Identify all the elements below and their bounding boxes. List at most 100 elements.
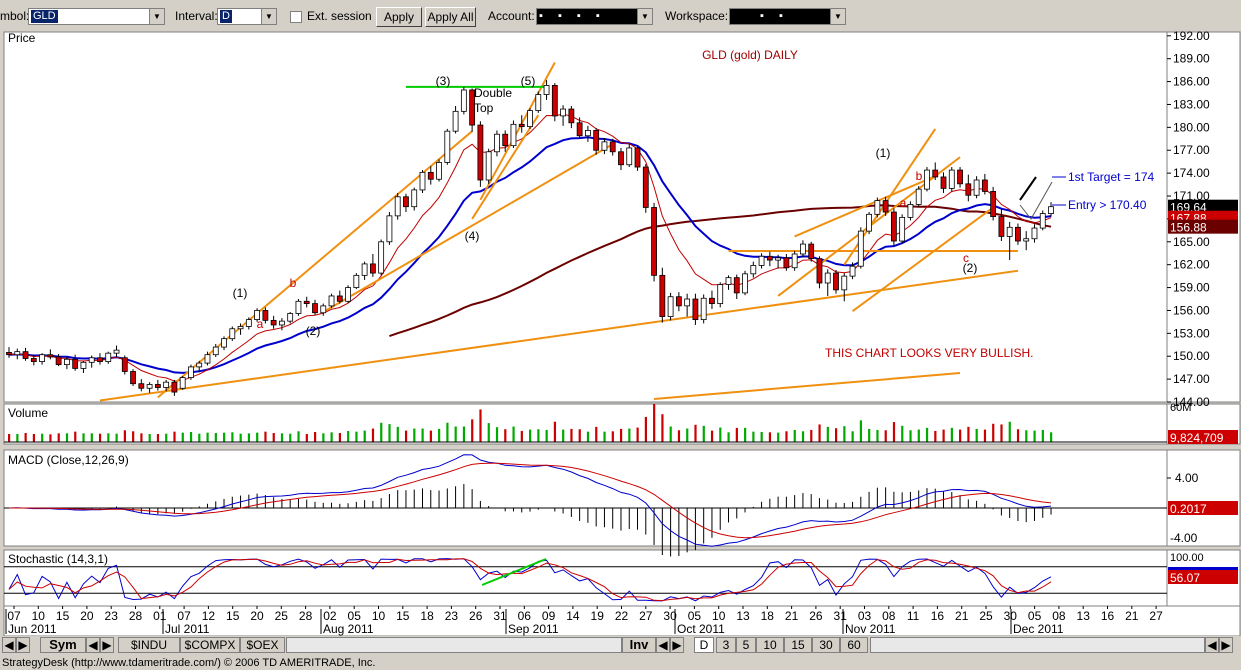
tab-5[interactable]: 5: [736, 637, 756, 653]
volume-bar: [735, 427, 738, 442]
volume-bar: [744, 427, 747, 442]
volume-bar: [570, 428, 573, 442]
account-combo[interactable]: ▪ ▪ ▪ ▪ ▼: [536, 8, 653, 25]
time-tick-label: 01: [153, 609, 167, 623]
tab-indu[interactable]: $INDU: [118, 637, 180, 653]
wave-label-3: (3): [436, 74, 451, 88]
volume-bar: [710, 430, 714, 442]
candle-body: [998, 216, 1005, 237]
candle-body: [336, 295, 343, 302]
ext-session-checkbox[interactable]: [290, 11, 302, 23]
tab-compx[interactable]: $COMPX: [180, 637, 240, 653]
target-label: 1st Target = 174: [1068, 170, 1155, 184]
volume-bar: [512, 426, 515, 442]
apply-button[interactable]: Apply: [376, 7, 422, 27]
tab-scrollbar-right[interactable]: [870, 637, 1205, 653]
volume-tag: 9,824,709: [1170, 431, 1224, 445]
symbol-combo[interactable]: GLD ▼: [28, 8, 165, 25]
volume-bar: [371, 428, 375, 442]
volume-bar: [471, 419, 474, 442]
candle-body: [229, 328, 236, 340]
candle-body: [915, 188, 922, 205]
tab-30[interactable]: 30: [812, 637, 840, 653]
tab-sym[interactable]: Sym: [40, 637, 86, 653]
ma-long-tag: 156.88: [1170, 221, 1207, 235]
time-tick-label: 10: [712, 609, 726, 623]
candle-body: [849, 265, 856, 277]
tab-10[interactable]: 10: [756, 637, 784, 653]
volume-bar: [479, 409, 482, 442]
tab-3[interactable]: 3: [716, 637, 736, 653]
inv-next-icon[interactable]: ▶: [670, 637, 684, 653]
chevron-down-icon[interactable]: ▼: [830, 9, 845, 24]
volume-bar: [653, 404, 656, 442]
toolbar: mbol: GLD ▼ Interval: D ▼ Ext. session A…: [0, 0, 1241, 34]
volume-bar: [843, 426, 846, 442]
tab-d[interactable]: D: [694, 637, 714, 653]
volume-bar: [562, 429, 565, 442]
time-tick-label: 06: [518, 609, 532, 623]
volume-bar: [256, 432, 259, 442]
double-top-label-1: Double: [474, 86, 512, 100]
chevron-down-icon[interactable]: ▼: [149, 9, 164, 24]
tab-inv[interactable]: Inv: [622, 637, 656, 653]
candle-body: [303, 300, 310, 304]
scroll-right-icon[interactable]: ▶: [1219, 637, 1233, 653]
volume-bar: [438, 428, 441, 442]
price-tick-label: 177.00: [1173, 143, 1210, 157]
stoch-k-tag: [1168, 567, 1238, 570]
time-axis: [3, 605, 1241, 637]
wave-letter-a2: a: [900, 196, 907, 210]
volume-bar: [619, 428, 623, 442]
volume-bar: [967, 426, 970, 442]
volume-bar: [595, 426, 598, 442]
sym-next-icon[interactable]: ▶: [100, 637, 114, 653]
volume-bar: [1016, 429, 1020, 442]
volume-bar: [107, 433, 110, 442]
time-tick-label: 05: [348, 609, 362, 623]
volume-bar: [223, 432, 226, 442]
volume-bar: [826, 426, 829, 442]
month-label: Jul 2011: [165, 622, 210, 636]
volume-bar: [123, 430, 126, 442]
volume-bar: [934, 430, 937, 442]
ext-session-label: Ext. session: [307, 9, 372, 23]
time-tick-label: 31: [834, 609, 848, 623]
candle-body: [733, 277, 740, 294]
volume-bar: [1000, 424, 1003, 442]
volume-bar: [603, 431, 606, 442]
candle-body: [130, 371, 136, 385]
volume-bar: [82, 433, 85, 442]
volume-bar: [148, 434, 151, 442]
tab-60[interactable]: 60: [840, 637, 868, 653]
scroll-right-icon[interactable]: ▶: [16, 637, 30, 653]
interval-value: D: [220, 10, 232, 23]
workspace-combo[interactable]: ▪ ▪ ▼: [729, 8, 846, 25]
scroll-left-icon[interactable]: ◀: [1205, 637, 1219, 653]
tab-oex[interactable]: $OEX: [240, 637, 285, 653]
tab-15[interactable]: 15: [784, 637, 812, 653]
sym-prev-icon[interactable]: ◀: [86, 637, 100, 653]
price-tick-label: 162.00: [1173, 258, 1210, 272]
candle-body: [63, 358, 70, 366]
scroll-left-icon[interactable]: ◀: [2, 637, 16, 653]
wave-letter-b2: b: [916, 169, 923, 183]
candle-body: [254, 310, 261, 321]
inv-prev-icon[interactable]: ◀: [656, 637, 670, 653]
time-tick-label: 16: [1101, 609, 1115, 623]
chevron-down-icon[interactable]: ▼: [261, 9, 276, 24]
time-tick-label: 20: [250, 609, 264, 623]
candle-body: [957, 169, 963, 185]
candle-body: [105, 352, 112, 362]
chevron-down-icon[interactable]: ▼: [637, 9, 652, 24]
interval-combo[interactable]: D ▼: [217, 8, 277, 25]
time-tick-label: 16: [931, 609, 945, 623]
time-tick-label: 21: [1125, 609, 1139, 623]
price-tick-label: 150.00: [1173, 349, 1210, 363]
time-tick-label: 18: [420, 609, 434, 623]
wave-letter-b1: b: [290, 276, 297, 290]
month-label: Jun 2011: [8, 622, 57, 636]
tab-scrollbar[interactable]: [286, 637, 622, 653]
volume-bar: [189, 431, 193, 442]
apply-all-button[interactable]: Apply All: [425, 7, 476, 27]
